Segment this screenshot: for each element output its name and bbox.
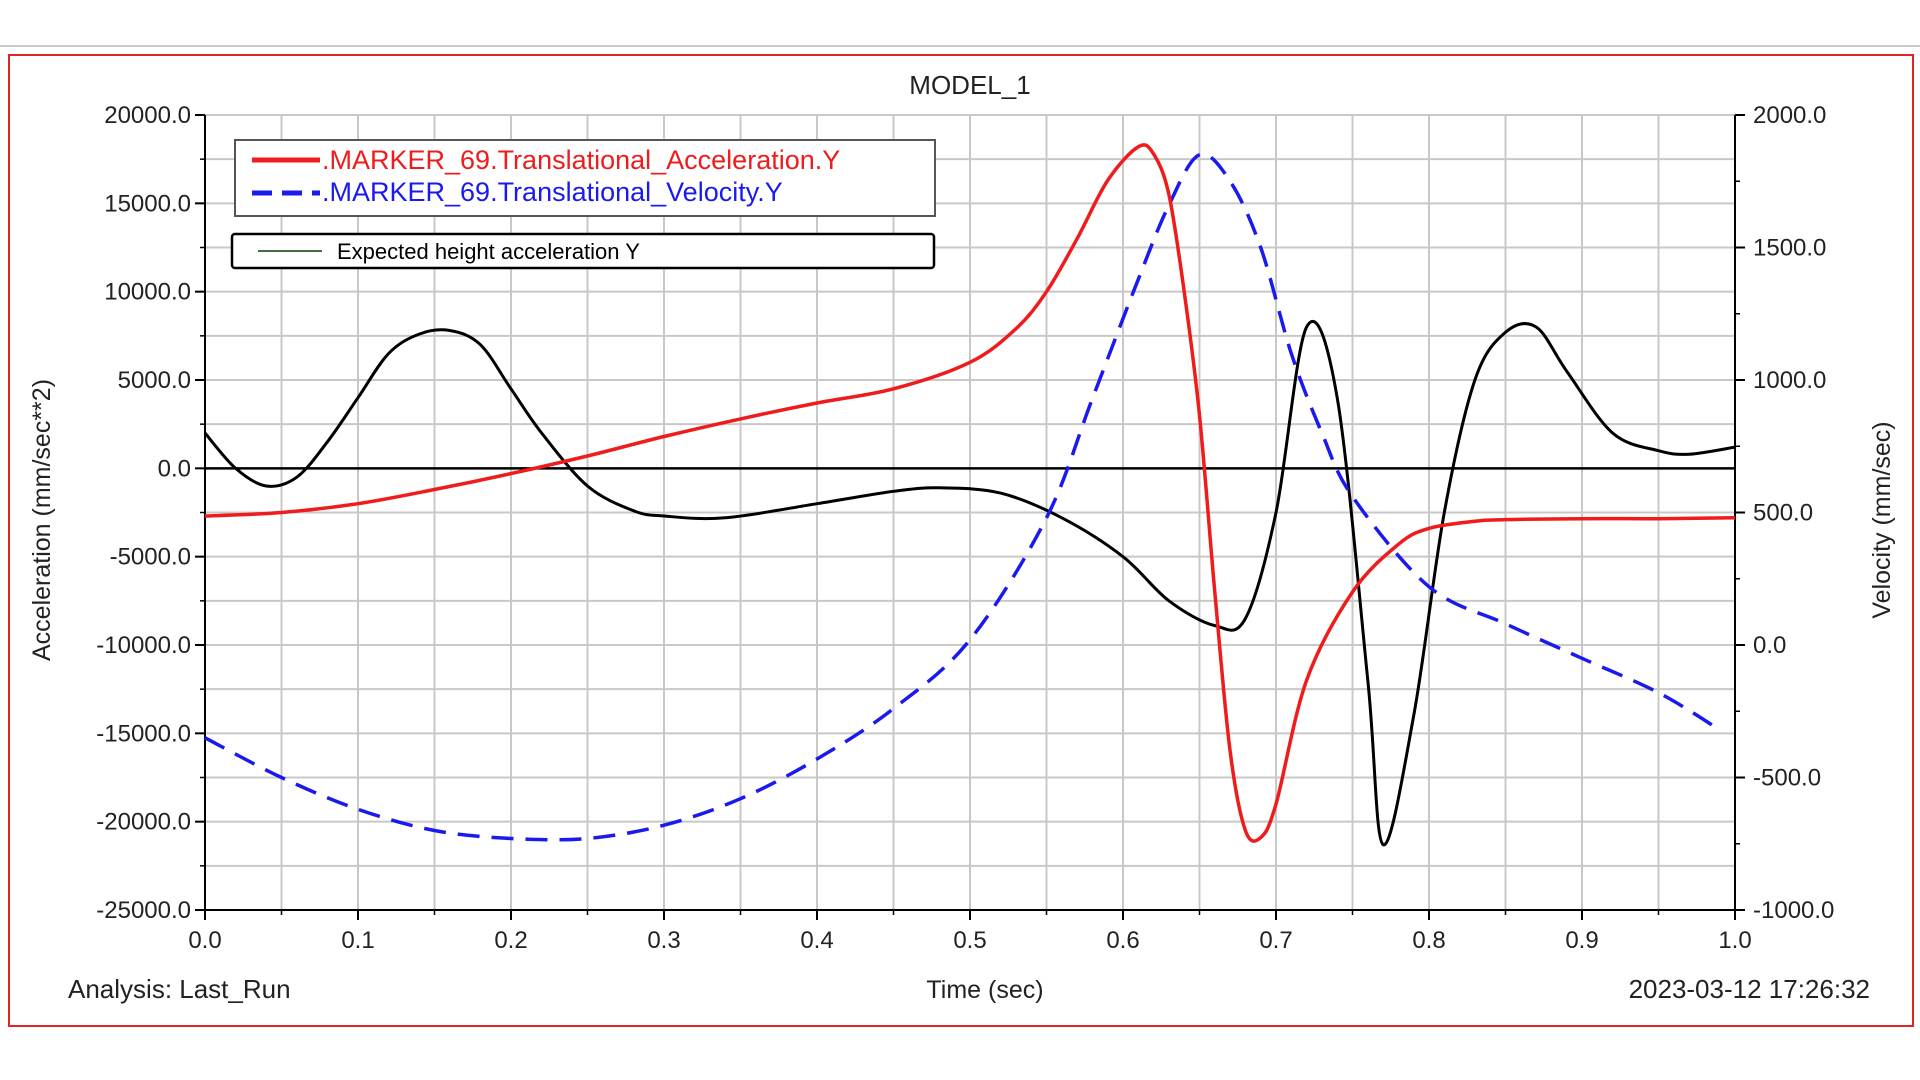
y-left-tick-label: -15000.0 bbox=[96, 720, 191, 747]
legend-box bbox=[234, 139, 936, 217]
legend-label-acceleration: .MARKER_69.Translational_Acceleration.Y bbox=[322, 145, 840, 175]
y-left-tick-label: -20000.0 bbox=[96, 809, 191, 836]
x-tick-label: 0.1 bbox=[341, 927, 374, 954]
y-right-tick-label: 1500.0 bbox=[1753, 235, 1826, 262]
x-axis-label: Time (sec) bbox=[926, 976, 1043, 1004]
x-tick-label: 0.0 bbox=[188, 927, 221, 954]
series-line-expected bbox=[203, 319, 1736, 847]
series-layer bbox=[203, 143, 1736, 847]
y-left-tick-label: 20000.0 bbox=[104, 102, 191, 129]
y-left-tick-label: 0.0 bbox=[158, 455, 191, 482]
legend-label-velocity: .MARKER_69.Translational_Velocity.Y bbox=[322, 177, 783, 207]
y-right-tick-label: -500.0 bbox=[1753, 765, 1821, 792]
x-tick-label: 0.2 bbox=[494, 927, 527, 954]
x-tick-label: 0.4 bbox=[800, 927, 833, 954]
y-right-tick-label: 2000.0 bbox=[1753, 102, 1826, 129]
y-right-tick-label: -1000.0 bbox=[1753, 897, 1834, 924]
y-left-tick-label: 5000.0 bbox=[118, 367, 191, 394]
y-left-tick-label: 10000.0 bbox=[104, 279, 191, 306]
legend: .MARKER_69.Translational_Acceleration.Y … bbox=[234, 139, 936, 217]
x-tick-label: 0.5 bbox=[953, 927, 986, 954]
y-axis-right-label: Velocity (mm/sec) bbox=[1868, 421, 1896, 618]
y-left-tick-label: 15000.0 bbox=[104, 190, 191, 217]
x-tick-label: 0.6 bbox=[1106, 927, 1139, 954]
y-left-tick-label: -10000.0 bbox=[96, 632, 191, 659]
legend-secondary: Expected height acceleration Y bbox=[230, 232, 936, 270]
y-right-tick-label: 500.0 bbox=[1753, 500, 1813, 527]
series-line-velocity bbox=[204, 152, 1721, 842]
x-tick-label: 0.8 bbox=[1412, 927, 1445, 954]
y-right-tick-label: 1000.0 bbox=[1753, 367, 1826, 394]
legend-box-expected bbox=[230, 232, 936, 270]
timestamp: 2023-03-12 17:26:32 bbox=[1629, 974, 1870, 1004]
y-left-tick-label: -5000.0 bbox=[110, 544, 191, 571]
axes: 0.0 0.1 0.2 0.3 0.4 0.5 0.6 0.7 0.8 0.9 1.0 20000.0… bbox=[96, 102, 1834, 954]
analysis-label: Analysis: Last_Run bbox=[68, 974, 291, 1004]
chart-title: MODEL_1 bbox=[909, 70, 1030, 100]
legend-label-expected: Expected height acceleration Y bbox=[337, 239, 640, 264]
y-left-tick-label: -25000.0 bbox=[96, 897, 191, 924]
y-right-tick-label: 0.0 bbox=[1753, 632, 1786, 659]
series-line-acceleration bbox=[204, 143, 1736, 843]
x-tick-label: 0.3 bbox=[647, 927, 680, 954]
x-tick-label: 0.9 bbox=[1565, 927, 1598, 954]
top-divider bbox=[0, 45, 1920, 47]
y-axis-left-label: Acceleration (mm/sec**2) bbox=[28, 379, 56, 661]
x-tick-label: 0.7 bbox=[1259, 927, 1292, 954]
x-tick-label: 1.0 bbox=[1718, 927, 1751, 954]
